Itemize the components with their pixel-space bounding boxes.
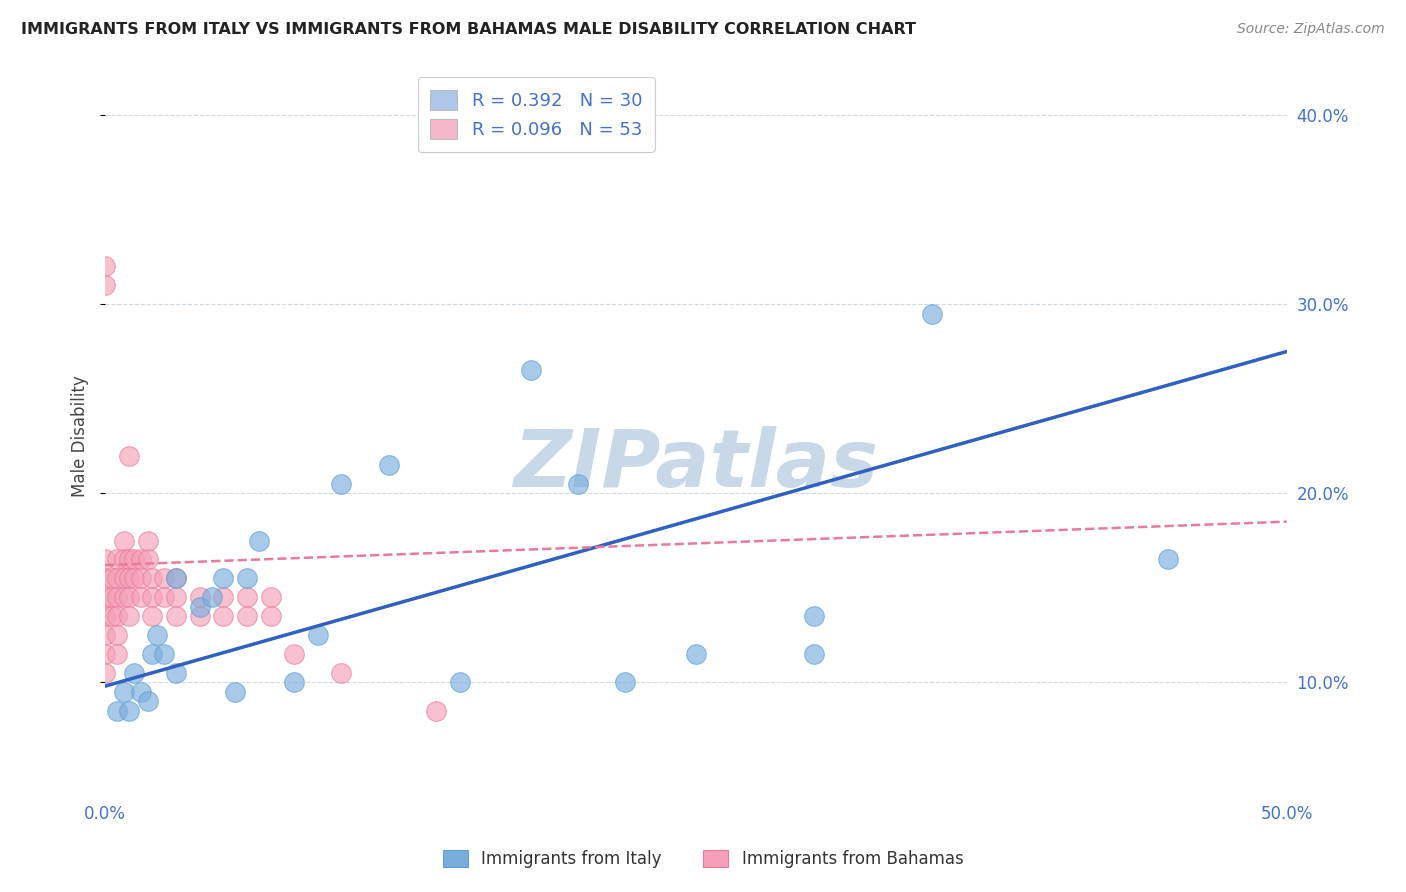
Point [101,591,124,605]
Point [118,552,141,566]
Point [105,571,128,585]
Point [153,647,176,661]
Point [188,591,211,605]
Point [614,675,637,690]
Point [122,552,145,566]
Point [129,591,152,605]
Point [141,647,163,661]
Point [129,552,152,566]
Point [112,571,135,585]
Legend: Immigrants from Italy, Immigrants from Bahamas: Immigrants from Italy, Immigrants from B… [436,843,970,875]
Point [449,675,471,690]
Point [212,571,235,585]
Point [259,609,281,624]
Point [247,533,270,548]
Point [153,571,176,585]
Point [122,665,145,680]
Point [330,476,353,491]
Point [188,599,211,614]
Point [212,609,235,624]
Point [136,552,159,566]
Point [105,704,128,718]
Point [803,609,825,624]
Point [153,591,176,605]
Point [165,665,187,680]
Point [94,591,117,605]
Point [165,571,187,585]
Point [377,458,399,472]
Point [118,449,141,463]
Point [94,552,117,566]
Point [236,571,259,585]
Point [330,665,353,680]
Point [101,609,124,624]
Point [94,571,117,585]
Point [188,609,211,624]
Point [567,476,589,491]
Point [1157,552,1180,566]
Point [165,609,187,624]
Point [101,571,124,585]
Point [105,647,128,661]
Point [129,571,152,585]
Legend: R = 0.392   N = 30, R = 0.096   N = 53: R = 0.392 N = 30, R = 0.096 N = 53 [418,78,655,152]
Point [122,571,145,585]
Point [283,675,305,690]
Text: IMMIGRANTS FROM ITALY VS IMMIGRANTS FROM BAHAMAS MALE DISABILITY CORRELATION CHA: IMMIGRANTS FROM ITALY VS IMMIGRANTS FROM… [21,22,917,37]
Point [803,647,825,661]
Point [112,552,135,566]
Point [212,591,235,605]
Point [141,591,163,605]
Point [118,609,141,624]
Point [141,609,163,624]
Point [283,647,305,661]
Point [94,647,117,661]
Point [146,628,169,642]
Text: ZIPatlas: ZIPatlas [513,426,879,504]
Point [105,591,128,605]
Point [236,609,259,624]
Point [425,704,447,718]
Point [118,571,141,585]
Point [94,628,117,642]
Point [94,260,117,274]
Point [136,694,159,708]
Point [519,363,541,377]
Point [141,571,163,585]
Point [112,591,135,605]
Point [685,647,707,661]
Point [118,704,141,718]
Point [105,628,128,642]
Y-axis label: Male Disability: Male Disability [72,376,89,498]
Point [307,628,329,642]
Text: Source: ZipAtlas.com: Source: ZipAtlas.com [1237,22,1385,37]
Point [259,591,281,605]
Point [921,307,943,321]
Point [94,665,117,680]
Point [112,533,135,548]
Point [165,571,187,585]
Point [236,591,259,605]
Point [224,685,246,699]
Point [105,552,128,566]
Point [165,591,187,605]
Point [200,591,222,605]
Point [129,685,152,699]
Point [112,685,135,699]
Point [94,609,117,624]
Point [136,533,159,548]
Point [105,609,128,624]
Point [118,591,141,605]
Point [94,278,117,293]
